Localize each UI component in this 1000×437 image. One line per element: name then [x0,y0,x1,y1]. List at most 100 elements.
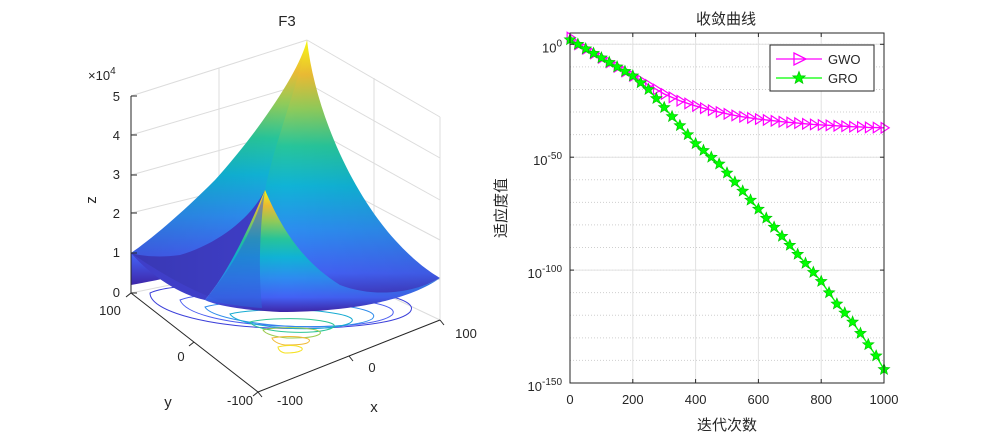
contour-ring [271,336,310,346]
data-point-gro [571,37,585,50]
data-point-gro [783,238,797,251]
z-tick-label: 3 [113,167,120,182]
data-point-gro [791,247,805,260]
z-tick-label: 1 [113,245,120,260]
x-tick-label: 1000 [870,392,899,407]
legend-label-gwo: GWO [828,52,861,67]
surface-shading [131,40,440,312]
data-point-gwo [864,121,875,134]
contour-ring [277,345,303,354]
data-point-gwo [676,94,687,108]
data-point-gro [681,127,695,141]
data-point-gwo [880,121,891,135]
data-point-gro [587,46,601,59]
plot-frame [569,32,885,384]
data-point-gro [689,136,703,150]
data-point-gro [720,166,734,179]
data-point-gwo [786,116,797,129]
convergence-plot: 收敛曲线 0 200 400 600 800 1000 100 10-50 10… [492,10,898,434]
data-point-gwo [660,87,671,101]
data-point-gro [806,265,820,278]
data-point-gro [649,91,663,105]
data-point-gro [861,337,875,351]
data-point-gwo [754,112,765,126]
legend-entry-gwo: GWO [776,51,861,67]
data-point-gwo [715,105,726,119]
legend-entry-gro: GRO [776,70,858,86]
series-layer [563,31,891,375]
data-point-gwo [699,101,710,115]
data-point-gro [618,64,632,77]
legend: GWO GRO [769,44,875,92]
data-point-gwo [731,109,742,122]
legend-marker-gwo [793,51,808,67]
data-point-gro [759,211,773,224]
data-point-gro [853,326,867,339]
data-point-gro [594,51,608,64]
data-point-gwo [723,107,734,121]
data-point-gro [799,256,812,269]
data-point-gro [579,41,593,55]
x-axis-label: 迭代次数 [697,416,757,434]
data-point-gwo [872,121,883,134]
z-multiplier: ×104 [88,66,116,83]
data-point-gwo [778,115,789,129]
x-tick-label: 0 [368,360,375,375]
data-point-gwo [825,119,836,132]
y-tick-label: 100 [542,38,562,55]
data-point-gro [838,306,852,319]
x-tick-label: 800 [810,392,832,407]
data-point-gwo [692,99,702,113]
data-point-gro [657,100,671,114]
z-tick-label: 0 [113,285,120,300]
x-tick-label: 0 [566,392,573,407]
data-point-gwo [794,116,804,130]
x-axis-label: x [370,399,378,416]
data-point-gwo [802,117,812,131]
x-tick-label: 100 [455,326,477,341]
data-point-gro [822,285,836,299]
data-point-gro [696,143,710,156]
data-point-gro [744,193,758,206]
data-point-gwo [770,114,781,128]
data-point-gro [704,150,718,163]
data-point-gro [814,274,828,287]
data-point-gwo [668,91,679,104]
data-point-gro [767,220,781,233]
y-tick-label: 0 [177,349,184,364]
surface-axes [125,95,445,398]
data-point-gwo [856,120,867,134]
data-point-gro [642,82,655,95]
data-point-gro [736,184,750,197]
data-point-gwo [817,118,828,132]
y-tick-label: 10-100 [528,264,563,281]
data-point-gwo [833,119,844,133]
y-tick-label: 100 [99,303,121,318]
data-point-gro [665,109,679,123]
y-tick-label: 10-50 [533,151,562,168]
z-axis-label: z [83,196,100,204]
surface-plot: F3 [83,13,477,416]
data-point-gro [775,229,789,242]
convergence-title: 收敛曲线 [696,10,756,28]
y-tick-label: -100 [227,393,253,408]
y-tick-labels: 100 0 -100 [99,303,253,408]
data-point-gwo [652,83,663,96]
data-point-gro [846,315,860,328]
legend-marker-gro [791,70,807,85]
contour-ring [262,327,321,339]
y-tick-label: 10-150 [528,377,563,394]
contour-ring [249,318,335,333]
y-tick-labels: 100 10-50 10-100 10-150 [528,38,563,394]
data-point-gwo [684,97,695,110]
data-point-gro [602,55,616,68]
z-tick-label: 4 [113,128,120,143]
legend-label-gro: GRO [828,71,858,86]
data-point-gro [634,75,648,89]
x-tick-label: 400 [685,392,707,407]
y-axis-label: y [164,394,172,411]
data-point-gwo [809,118,820,131]
x-tick-labels: 0 200 400 600 800 1000 [566,392,898,407]
z-tick-label: 5 [113,89,120,104]
data-point-gwo [841,119,852,133]
